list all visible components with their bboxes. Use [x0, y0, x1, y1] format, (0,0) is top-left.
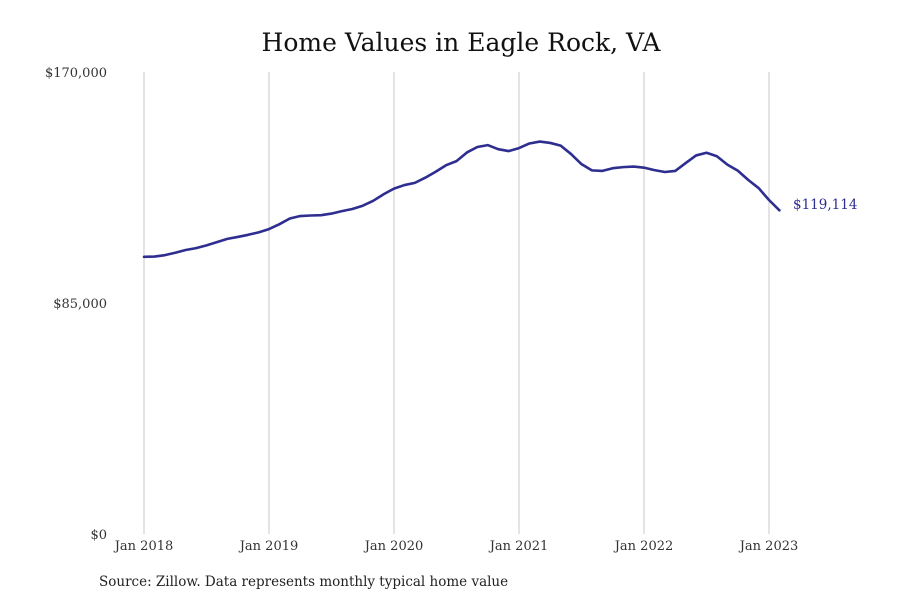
x-tick-label: Jan 2021	[488, 539, 549, 554]
x-tick-label: Jan 2020	[363, 539, 424, 554]
x-axis-tick-labels: Jan 2018 Jan 2019 Jan 2020 Jan 2021 Jan 2022…	[113, 539, 799, 554]
y-tick-label: $170,000	[45, 66, 107, 81]
home-value-series	[142, 140, 781, 259]
x-tick-label: Jan 2018	[113, 539, 174, 554]
chart-title: Home Values in Eagle Rock, VA	[262, 28, 662, 57]
x-tick-label: Jan 2022	[613, 539, 674, 554]
y-tick-label: $0	[90, 528, 107, 543]
y-tick-label: $85,000	[53, 297, 107, 312]
series-line	[142, 140, 781, 259]
x-tick-label: Jan 2023	[738, 539, 799, 554]
latest-value-label: $119,114	[793, 197, 857, 213]
x-tick-label: Jan 2019	[238, 539, 299, 554]
y-axis-tick-labels: $0 $85,000 $170,000	[45, 66, 107, 543]
vertical-grid	[143, 72, 770, 534]
source-note: Source: Zillow. Data represents monthly …	[99, 574, 508, 590]
